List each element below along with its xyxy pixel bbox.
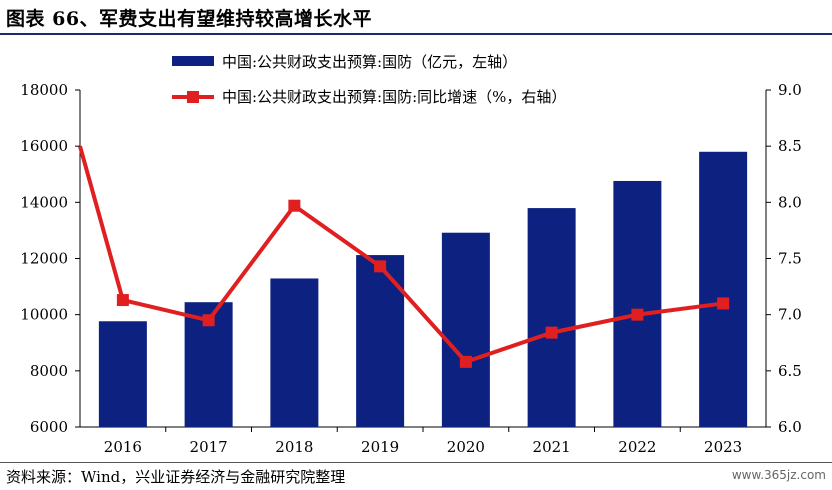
x-tick-label: 2018 [275, 438, 313, 456]
growth-point-2022 [631, 308, 644, 321]
bar-2018 [270, 278, 319, 427]
x-tick-label: 2021 [533, 438, 571, 456]
growth-point-2021 [545, 326, 558, 339]
bar-2023 [699, 151, 748, 428]
right-tick-label: 9.0 [778, 81, 802, 99]
growth-point-2016 [116, 294, 129, 307]
legend-swatch-bar [172, 56, 214, 66]
growth-point-2023 [717, 297, 730, 310]
right-tick-label: 7.5 [778, 250, 802, 268]
left-tick-label: 16000 [20, 137, 68, 155]
watermark: www.365jz.com [731, 468, 826, 482]
left-tick-label: 12000 [20, 250, 68, 268]
legend-label-bar: 中国:公共财政支出预算:国防（亿元，左轴） [222, 53, 517, 71]
left-tick-label: 8000 [30, 362, 68, 380]
bar-2022 [613, 180, 662, 427]
bar-2019 [356, 255, 405, 427]
legend-swatch-marker [187, 91, 199, 103]
x-tick-label: 2016 [104, 438, 142, 456]
bar-2016 [98, 321, 147, 427]
left-tick-label: 14000 [20, 193, 68, 211]
legend-label-line: 中国:公共财政支出预算:国防:同比增速（%，右轴） [222, 88, 566, 106]
right-tick-label: 8.0 [778, 193, 802, 211]
footer-divider [0, 462, 832, 463]
right-tick-label: 8.5 [778, 137, 802, 155]
growth-point-2020 [459, 355, 472, 368]
growth-point-2019 [374, 260, 387, 273]
x-tick-label: 2022 [618, 438, 656, 456]
source-note: 资料来源：Wind，兴业证券经济与金融研究院整理 [6, 468, 346, 486]
x-tick-label: 2023 [704, 438, 742, 456]
bar-2020 [441, 232, 490, 427]
right-tick-label: 7.0 [778, 306, 802, 324]
chart-area: 6000 8000 10000 12000 14000 16000 18000 6.0 6.5 7… [20, 53, 802, 456]
x-tick-label: 2020 [447, 438, 485, 456]
growth-point-2018 [288, 199, 301, 212]
bar-2021 [527, 208, 576, 427]
right-tick-label: 6.0 [778, 418, 802, 436]
left-tick-label: 10000 [20, 306, 68, 324]
x-tick-label: 2017 [190, 438, 228, 456]
left-tick-label: 6000 [30, 418, 68, 436]
left-tick-label: 18000 [20, 81, 68, 99]
right-tick-label: 6.5 [778, 362, 802, 380]
growth-point-2017 [202, 314, 215, 327]
x-tick-label: 2019 [361, 438, 399, 456]
title-divider [0, 33, 832, 35]
chart-title: 图表 66、军费支出有望维持较高增长水平 [6, 8, 373, 30]
